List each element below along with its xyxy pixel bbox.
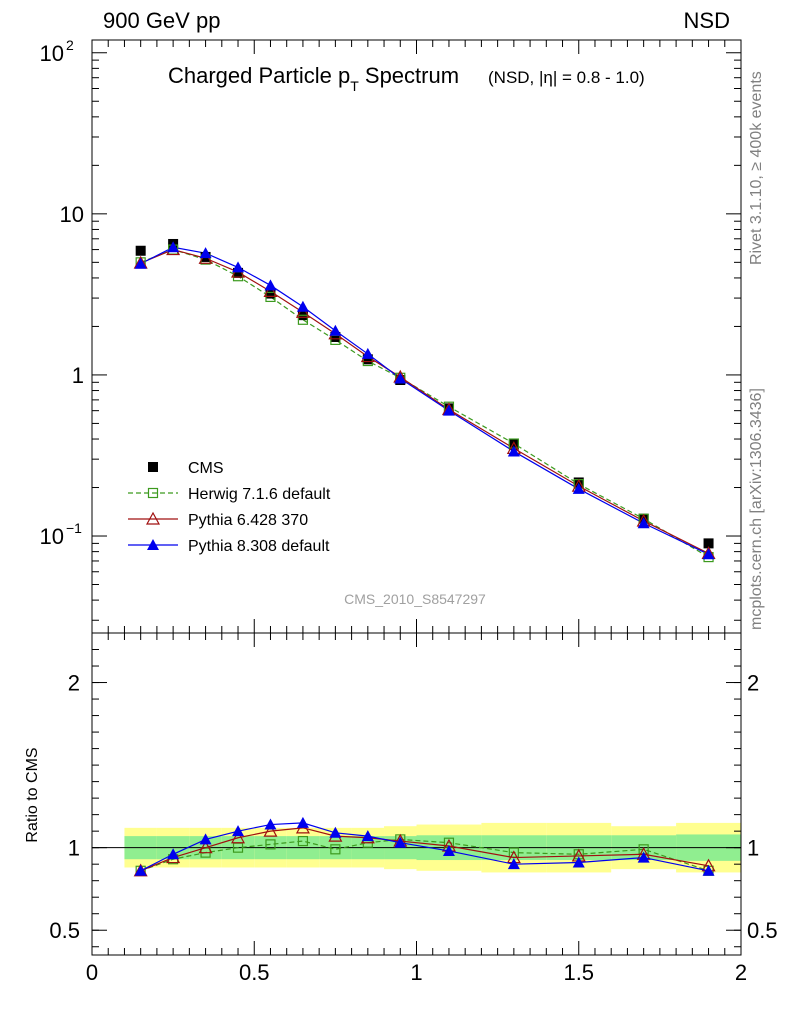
data-point-pythia8: [134, 257, 147, 269]
title-subscript: T: [350, 78, 359, 94]
legend-marker-pythia6: [145, 511, 161, 525]
y-tick-label: 10: [40, 524, 64, 549]
legend-label-pythia8: Pythia 8.308 default: [188, 538, 330, 555]
svg-text:Charged Particle pT Spectrum: Charged Particle pT Spectrum: [168, 63, 459, 94]
data-point-cms: [233, 267, 244, 278]
y-tick-label-right: 2: [747, 671, 759, 696]
series-line-pythia6: [140, 248, 709, 554]
data-point-cms: [703, 538, 714, 549]
data-point-pythia8: [329, 324, 342, 336]
legend-label-herwig: Herwig 7.1.6 default: [188, 486, 331, 503]
title-qualifier: (NSD, |η| = 0.8 - 1.0): [488, 68, 645, 87]
data-point-cms: [362, 354, 373, 365]
ratio-point-pythia6: [231, 830, 246, 844]
data-point-pythia8: [702, 548, 715, 560]
ratio-point-pythia8: [329, 826, 342, 838]
analysis-tag: CMS_2010_S8547297: [344, 591, 486, 607]
ratio-point-pythia8: [199, 833, 212, 845]
series-line-pythia8: [140, 246, 709, 555]
plot-title: Charged Particle pT Spectrum (NSD, |η| =…: [168, 63, 645, 94]
ratio-point-pythia6: [263, 823, 278, 837]
data-point-herwig: [297, 314, 309, 325]
ratio-point-herwig: [265, 839, 276, 850]
data-point-cms: [265, 288, 276, 299]
x-tick-label: 1: [410, 960, 422, 985]
x-tick-label: 0: [86, 960, 98, 985]
ratio-point-pythia8: [361, 830, 374, 842]
y-tick-label: 10: [40, 41, 64, 66]
legend-marker-herwig: [147, 487, 159, 499]
ratio-point-pythia8: [442, 844, 455, 856]
y-tick-label-right: 1: [747, 836, 759, 861]
ratio-point-pythia8: [167, 848, 180, 860]
ratio-point-pythia6: [198, 840, 213, 854]
ratio-point-pythia8: [394, 836, 407, 848]
ratio-point-herwig: [330, 844, 341, 855]
y-tick-label: 1: [68, 836, 80, 861]
data-point-pythia8: [264, 279, 277, 291]
legend-marker-pythia8: [147, 539, 159, 550]
data-point-cms: [573, 477, 584, 488]
y-tick-label: 0.5: [49, 918, 80, 943]
ratio-point-pythia8: [637, 851, 650, 863]
data-point-cms: [135, 245, 146, 256]
y-tick-exponent: 2: [66, 37, 74, 53]
x-tick-label: 1.5: [563, 960, 594, 985]
legend-label-cms: CMS: [188, 460, 224, 477]
data-point-pythia8: [394, 372, 407, 384]
legend: CMS Herwig 7.1.6 default Pythia 6.428 370 P…: [128, 460, 331, 555]
ratio-panel: 0.5 0.51 12 20 0.5 1 1.5 2: [49, 619, 778, 985]
x-tick-label: 2: [735, 960, 747, 985]
y-tick-label-right: 0.5: [747, 918, 778, 943]
data-point-pythia8: [232, 261, 245, 273]
y-tick-label: 2: [68, 671, 80, 696]
rivet-version-label: Rivet 3.1.10, ≥ 400k events: [748, 71, 765, 265]
process-label: NSD: [684, 8, 730, 33]
ratio-point-pythia8: [572, 856, 585, 868]
ratio-point-pythia8: [296, 816, 309, 828]
ratio-line-pythia6: [140, 827, 709, 872]
ratio-point-pythia8: [232, 825, 245, 837]
ratio-point-pythia8: [507, 858, 520, 870]
y-tick-label: 10: [60, 202, 84, 227]
ratio-line-pythia8: [140, 822, 709, 872]
data-point-pythia8: [167, 241, 180, 253]
data-point-pythia6: [263, 284, 278, 298]
energy-label: 900 GeV pp: [103, 8, 220, 33]
series-line-herwig: [140, 248, 709, 558]
x-tick-label: 0.5: [239, 960, 270, 985]
data-point-pythia8: [442, 404, 455, 416]
data-point-pythia8: [572, 482, 585, 494]
ratio-point-herwig: [297, 835, 309, 847]
data-point-pythia8: [296, 300, 309, 312]
title-main-end: Spectrum: [359, 63, 459, 88]
mcplots-citation-label: mcplots.cern.ch [arXiv:1306.3436]: [748, 388, 765, 630]
ratio-frame: [91, 632, 742, 956]
y-tick-exponent: −1: [66, 520, 82, 536]
ratio-point-pythia8: [702, 864, 715, 876]
legend-marker-cms: [148, 462, 158, 472]
ratio-point-pythia8: [134, 864, 147, 876]
y-tick-label: 1: [72, 363, 84, 388]
data-point-cms: [330, 331, 341, 342]
data-point-pythia8: [199, 247, 212, 259]
data-point-pythia8: [637, 517, 650, 529]
data-point-cms: [508, 439, 519, 450]
title-main: Charged Particle p: [168, 63, 350, 88]
ratio-axis-label: Ratio to CMS: [24, 747, 41, 842]
data-point-pythia8: [507, 445, 520, 457]
data-point-pythia8: [361, 347, 374, 359]
ratio-point-pythia8: [264, 818, 277, 830]
legend-label-pythia6: Pythia 6.428 370: [188, 512, 308, 529]
